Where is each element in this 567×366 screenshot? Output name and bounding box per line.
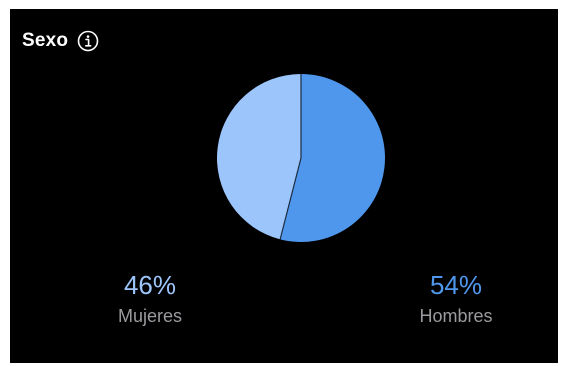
pie-slice-hombres — [280, 74, 385, 242]
women-label: Mujeres — [117, 306, 183, 326]
pie-chart — [216, 74, 385, 242]
pie-slice-mujeres — [216, 74, 301, 240]
stat-women: 46% Mujeres — [80, 271, 220, 327]
men-percent: 54% — [429, 270, 483, 300]
gender-card: Sexo 46% Mujeres 54% Hombres — [10, 9, 558, 363]
women-percent: 46% — [123, 270, 177, 300]
card-title: Sexo — [22, 30, 69, 51]
men-label: Hombres — [419, 306, 493, 326]
pie-divider-2 — [279, 157, 302, 240]
info-icon[interactable] — [77, 30, 99, 52]
card-header: Sexo — [22, 30, 99, 52]
stat-men: 54% Hombres — [386, 271, 526, 327]
